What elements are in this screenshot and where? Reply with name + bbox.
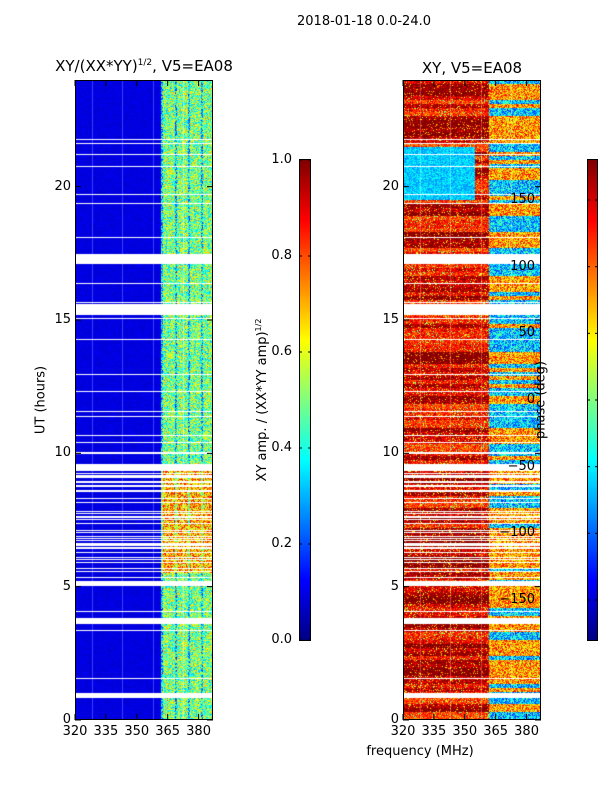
left-title: XY/(XX*YY)1/2, V5=EA08 — [44, 57, 244, 75]
colorbar-tick-label: 0.8 — [271, 248, 292, 263]
y-tick-label: 10 — [382, 445, 399, 461]
amplitude-heatmap — [75, 80, 212, 719]
colorbar-tick-label: 50 — [518, 325, 535, 341]
amplitude-colorbar — [300, 160, 310, 640]
amplitude-colorbar-frame — [299, 159, 311, 641]
left-title-exp: 1/2 — [137, 58, 153, 68]
colorbar-tick-label: 100 — [510, 258, 535, 274]
colorbar-tick-label: 1.0 — [271, 152, 292, 167]
colorbar-tick-label: 0.0 — [271, 632, 292, 647]
colorbar-tick-label: 0.4 — [271, 440, 292, 455]
y-tick-label: 5 — [390, 578, 399, 594]
x-tick-label: 350 — [452, 724, 478, 739]
right-title: XY, V5=EA08 — [421, 59, 523, 77]
colorbar-tick-label: −150 — [499, 592, 535, 607]
x-tick-label: 365 — [483, 724, 509, 739]
y-tick-label: 20 — [382, 178, 399, 194]
left-axes-frame — [75, 80, 213, 720]
phase-heatmap — [403, 80, 540, 719]
colorbar-tick-label: 0.6 — [271, 344, 292, 359]
y-tick-label: 10 — [54, 445, 71, 461]
suptitle: 2018-01-18 0.0-24.0 — [297, 14, 431, 29]
xlabel: frequency (MHz) — [366, 744, 474, 759]
y-tick-label: 0 — [390, 712, 399, 727]
x-tick-label: 335 — [93, 724, 119, 739]
phase-colorbar — [588, 160, 597, 640]
y-tick-label: 15 — [382, 312, 399, 327]
left-title-base: XY/(XX*YY) — [55, 57, 138, 75]
x-tick-label: 320 — [62, 724, 88, 739]
x-tick-label: 335 — [421, 724, 447, 739]
y-tick-label: 5 — [62, 578, 71, 594]
x-tick-label: 380 — [186, 724, 211, 739]
y-tick-label: 20 — [54, 178, 71, 194]
left-title-tail: , V5=EA08 — [152, 57, 233, 75]
colorbar-tick-label: −50 — [507, 458, 535, 474]
y-tick-label: 15 — [54, 312, 71, 327]
x-tick-label: 350 — [124, 724, 150, 739]
colorbar-tick-label: 0.2 — [271, 536, 292, 551]
x-tick-label: 365 — [155, 724, 181, 739]
colorbar-tick-label: −100 — [499, 525, 535, 541]
x-tick-label: 380 — [514, 724, 539, 739]
y-tick-label: 0 — [62, 712, 71, 727]
x-tick-label: 320 — [390, 724, 416, 739]
right-axes-frame — [403, 80, 541, 720]
colorbar-tick-label: 0 — [526, 392, 535, 407]
colorbar-tick-label: 150 — [510, 192, 535, 207]
